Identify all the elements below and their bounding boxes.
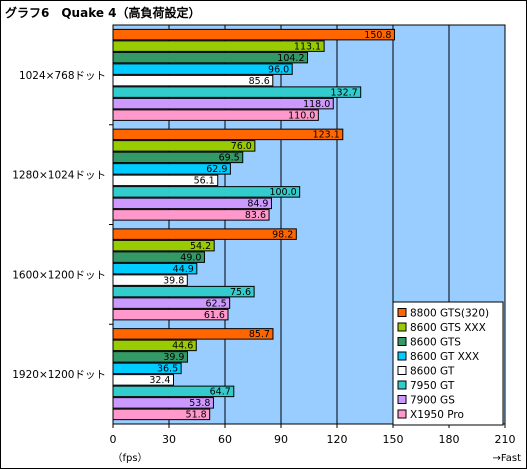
bar-value-label: 39.9	[163, 352, 184, 363]
legend-swatch	[397, 395, 407, 404]
bar-value-label: 36.5	[157, 364, 178, 375]
legend-swatch	[397, 409, 407, 419]
bar-value-label: 98.2	[272, 229, 293, 240]
legend-entry: X1950 Pro	[410, 409, 464, 421]
legend-swatch	[397, 337, 407, 346]
bar-value-label: 44.9	[173, 264, 194, 275]
legend-swatch	[397, 322, 407, 332]
bar-value-label: 51.8	[186, 410, 207, 421]
bar	[112, 128, 344, 141]
axes: 0 30 60 90 120 150 180 210 1024×768ドット 1280×1024ド…	[12, 25, 516, 446]
x-tick-label: 120	[327, 433, 348, 446]
legend-entry: 8600 GTS XXX	[410, 322, 486, 334]
x-tick-label: 90	[274, 433, 288, 446]
bar-value-label: 113.1	[294, 41, 321, 52]
bar-value-label: 32.4	[149, 375, 170, 386]
faster-label: →Fast	[493, 453, 522, 464]
legend-swatch	[397, 366, 407, 375]
x-tick-label: 210	[495, 433, 516, 446]
bar-value-label: 85.6	[249, 76, 270, 87]
bar-value-label: 61.6	[204, 310, 225, 321]
unit-label: （fps）	[112, 452, 147, 464]
category-label: 1024×768ドット	[19, 70, 106, 82]
bar-value-label: 54.2	[190, 241, 211, 252]
bar-value-label: 69.5	[219, 153, 240, 164]
category-label: 1920×1200ドット	[12, 369, 106, 381]
bar-value-label: 53.8	[189, 398, 210, 409]
legend-entry: 8600 GT	[410, 366, 455, 378]
bar	[112, 63, 293, 75]
legend-entry: 8800 GTS(320)	[410, 308, 489, 320]
bar-value-label: 64.7	[210, 387, 231, 398]
legend-entry: 8600 GTS	[410, 337, 461, 349]
legend-swatch	[397, 351, 407, 361]
x-tick-label: 0	[110, 433, 117, 446]
bar-value-label: 56.1	[194, 176, 215, 187]
bar-value-label: 44.6	[172, 341, 193, 352]
bar-value-label: 83.6	[245, 210, 266, 221]
bar-value-label: 100.0	[269, 187, 296, 198]
bar-value-label: 96.0	[268, 64, 289, 75]
legend-swatch	[397, 308, 407, 317]
bar-value-label: 132.7	[331, 87, 358, 98]
bar-value-label: 62.5	[206, 298, 227, 309]
bar-value-label: 150.8	[364, 30, 391, 41]
bar	[112, 40, 325, 52]
legend-entry: 8600 GT XXX	[410, 351, 479, 363]
bar-value-label: 62.9	[206, 164, 227, 175]
bar-value-label: 84.9	[247, 199, 268, 210]
bar-value-label: 110.0	[288, 110, 315, 121]
bar-value-label: 85.7	[249, 329, 270, 340]
bar	[112, 97, 334, 110]
bar-value-label: 49.0	[180, 252, 201, 263]
bar-value-label: 76.0	[231, 141, 252, 152]
x-tick-label: 60	[218, 433, 232, 446]
category-label: 1600×1200ドット	[12, 269, 106, 281]
category-label: 1280×1024ドット	[12, 170, 106, 182]
x-tick-label: 150	[383, 433, 404, 446]
legend-entry: 7900 GS	[410, 395, 455, 407]
x-tick-label: 180	[439, 433, 460, 446]
bar-value-label: 39.8	[163, 275, 184, 286]
bar-value-label: 123.1	[313, 130, 340, 141]
bar	[112, 228, 297, 240]
bar-value-label: 75.6	[230, 287, 251, 298]
legend-entry: 7950 GT	[410, 380, 455, 392]
legend-box	[392, 301, 504, 426]
legend: 8800 GTS(320) 8600 GTS XXX 8600 GTS 8600 GT…	[392, 301, 504, 426]
bar	[112, 86, 362, 98]
bar-value-label: 104.2	[277, 53, 304, 64]
chart-title: グラフ6 Quake 4（高負荷設定）	[5, 5, 201, 20]
x-tick-label: 30	[162, 433, 176, 446]
bar	[112, 28, 395, 41]
legend-swatch	[397, 380, 407, 390]
bar-value-label: 118.0	[303, 99, 330, 110]
